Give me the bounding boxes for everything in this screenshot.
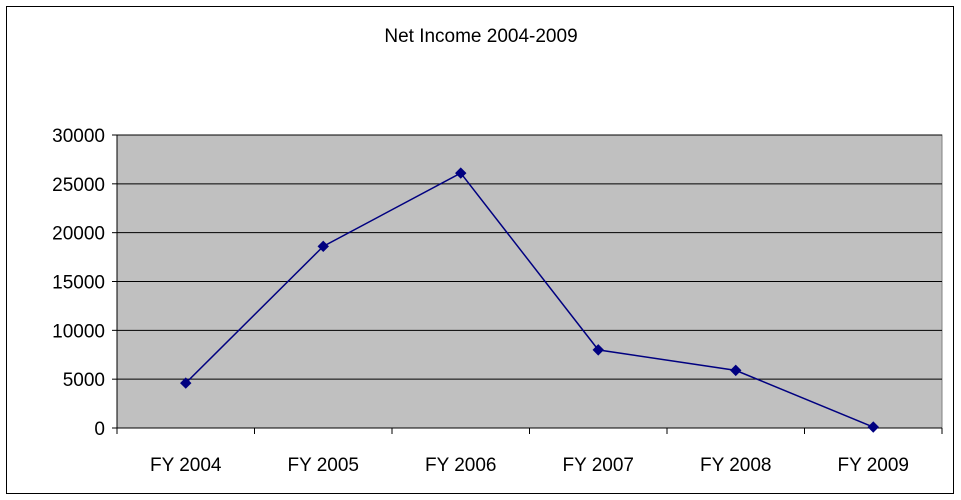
y-tick-label: 20000 (52, 224, 105, 245)
y-axis: 0 5000 10000 15000 20000 25000 30000 (52, 126, 118, 440)
data-point-marker (317, 240, 329, 253)
x-tick-label: FY 2004 (150, 455, 222, 476)
data-point-marker (455, 167, 467, 179)
gridlines (117, 134, 942, 380)
data-point-marker (592, 344, 604, 356)
y-tick-label: 10000 (52, 321, 105, 342)
x-axis: FY 2004 FY 2005 FY 2006 FY 2007 FY 2008 FY 20… (116, 427, 943, 476)
y-tick-label: 15000 (52, 273, 105, 294)
y-tick-label: 25000 (52, 175, 105, 196)
data-point-marker (180, 377, 192, 389)
chart-title: Net Income 2004-2009 (384, 26, 577, 47)
series-line (185, 172, 874, 428)
y-tick-label: 30000 (52, 126, 105, 147)
x-tick-label: FY 2009 (838, 455, 909, 476)
x-tick-label: FY 2006 (425, 455, 496, 476)
data-point-marker (867, 421, 879, 433)
x-tick-label: FY 2005 (288, 455, 359, 476)
x-tick-label: FY 2008 (700, 455, 771, 476)
series-net-income (180, 167, 879, 433)
y-tick-label: 5000 (63, 370, 105, 391)
x-tick-label: FY 2007 (563, 455, 634, 476)
y-tick-label: 0 (94, 419, 105, 440)
data-point-marker (730, 364, 742, 377)
